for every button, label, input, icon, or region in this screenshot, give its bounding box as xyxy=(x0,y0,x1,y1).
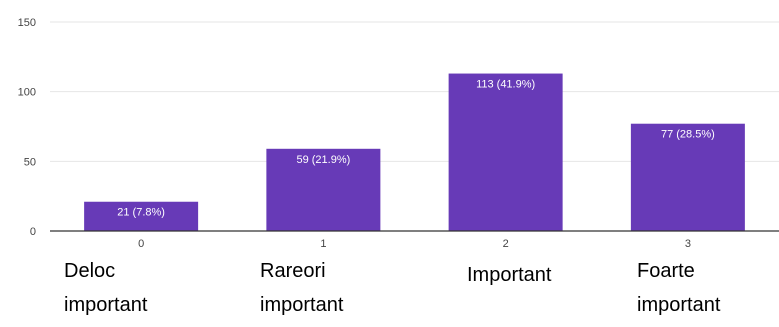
bar xyxy=(266,148,381,231)
category-label: Foarte important xyxy=(637,254,720,322)
category-label-line: Important xyxy=(467,264,552,286)
data-label: 59 (21.9%) xyxy=(296,154,350,166)
bar xyxy=(84,201,199,231)
y-tick-label: 150 xyxy=(18,17,36,29)
x-tick-label: 2 xyxy=(503,238,509,250)
category-label-line: important xyxy=(260,294,344,316)
x-tick-label: 0 xyxy=(138,238,144,250)
bar xyxy=(630,123,745,231)
x-tick-label: 1 xyxy=(320,238,326,250)
category-label: Important xyxy=(467,258,551,292)
category-label-line: Foarte xyxy=(637,260,695,282)
data-label: 77 (28.5%) xyxy=(661,129,715,141)
data-label: 21 (7.8%) xyxy=(117,207,165,219)
x-tick-label: 3 xyxy=(685,238,691,250)
category-label-line: important xyxy=(637,294,721,316)
y-tick-label: 0 xyxy=(30,226,36,238)
y-tick-label: 100 xyxy=(18,87,36,99)
y-tick-label: 50 xyxy=(24,156,36,168)
bar-chart: 0 50 100 150 21 (7.8%) 0 59 (21.9%) 1 113 (41.9%… xyxy=(18,17,779,250)
category-label: Deloc important xyxy=(64,254,147,322)
category-label-line: Rareori xyxy=(260,260,326,282)
category-label-line: Deloc xyxy=(64,260,116,282)
category-label-line: important xyxy=(64,294,148,316)
data-label: 113 (41.9%) xyxy=(476,79,535,91)
bar xyxy=(448,73,563,231)
category-label: Rareori important xyxy=(260,254,343,322)
